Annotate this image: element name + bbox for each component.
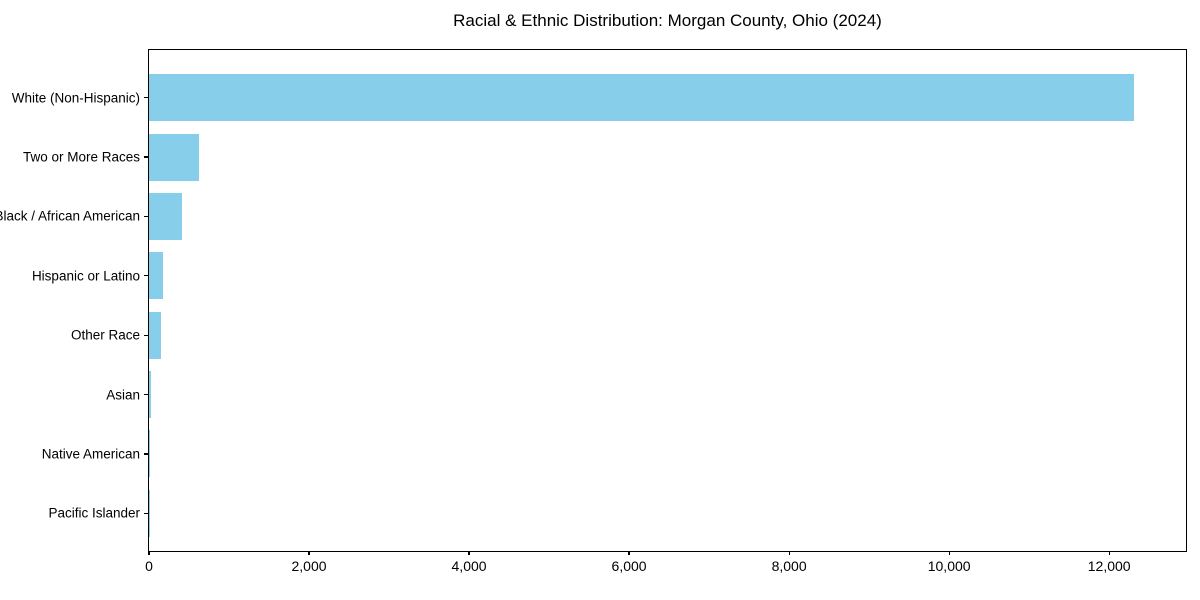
x-tick-mark — [308, 551, 310, 555]
chart-row: Hispanic or Latino — [32, 246, 1186, 305]
x-tick-label: 2,000 — [291, 558, 327, 574]
chart-row: Other Race — [71, 306, 1186, 365]
x-tick-label: 8,000 — [771, 558, 807, 574]
y-tick-mark — [144, 393, 148, 396]
chart-row: Asian — [106, 365, 1186, 424]
x-tick-mark — [1108, 551, 1110, 555]
chart-row: Black / African American — [0, 187, 1186, 246]
x-tick-mark — [948, 551, 950, 555]
bar — [149, 74, 1134, 122]
bar — [149, 311, 161, 359]
bar — [149, 430, 151, 478]
chart-row: Two or More Races — [23, 127, 1186, 186]
bar — [149, 192, 182, 240]
y-axis-label: Black / African American — [0, 208, 140, 224]
y-axis-label: Native American — [41, 446, 140, 462]
x-tick-label: 6,000 — [611, 558, 647, 574]
chart-row: Pacific Islander — [48, 484, 1186, 543]
x-tick-label: 0 — [145, 558, 153, 574]
bar — [149, 252, 164, 300]
chart-row: White (Non-Hispanic) — [12, 68, 1186, 127]
chart-row: Native American — [42, 424, 1186, 483]
x-tick-mark — [468, 551, 470, 555]
y-axis-label: Pacific Islander — [48, 505, 140, 521]
x-tick-mark — [148, 551, 150, 555]
y-tick-mark — [144, 156, 148, 158]
y-tick-mark — [144, 97, 148, 99]
y-axis-label: Asian — [106, 387, 140, 403]
x-tick-mark — [628, 551, 630, 555]
bar — [149, 371, 151, 419]
y-tick-mark — [144, 453, 148, 455]
y-tick-mark — [144, 512, 148, 514]
plot-area: White (Non-Hispanic) Two or More Races Bla… — [0, 49, 1187, 574]
x-tick-label: 10,000 — [927, 558, 971, 574]
chart-title: Racial & Ethnic Distribution: Morgan Cou… — [453, 11, 882, 30]
x-tick-label: 4,000 — [451, 558, 487, 574]
y-axis-label: Two or More Races — [22, 149, 140, 165]
bar — [149, 133, 199, 181]
y-axis-label: Hispanic or Latino — [31, 268, 140, 284]
x-tick-mark — [788, 551, 790, 555]
y-tick-mark — [144, 275, 148, 277]
y-tick-mark — [144, 215, 148, 218]
y-axis-label: White (Non-Hispanic) — [11, 90, 140, 106]
bars-container: White (Non-Hispanic) Two or More Races Bla… — [0, 50, 1186, 551]
y-tick-mark — [144, 334, 148, 336]
y-axis-label: Other Race — [70, 327, 140, 343]
x-tick-label: 12,000 — [1087, 558, 1131, 574]
